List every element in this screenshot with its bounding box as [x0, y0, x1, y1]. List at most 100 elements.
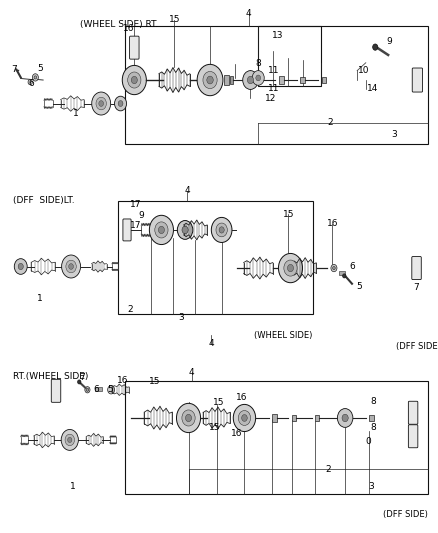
Circle shape [215, 223, 227, 237]
Bar [368, 415, 374, 421]
Text: (DFF  SIDE)LT.: (DFF SIDE)LT. [13, 196, 74, 205]
Text: 6: 6 [28, 79, 34, 88]
Text: (WHEEL SIDE) RT.: (WHEEL SIDE) RT. [80, 20, 158, 29]
Bar [258, 26, 320, 86]
Circle shape [114, 96, 126, 111]
Text: 9: 9 [138, 211, 144, 220]
FancyBboxPatch shape [411, 68, 422, 92]
Text: (WHEEL SIDE): (WHEEL SIDE) [253, 331, 311, 340]
Text: 7: 7 [413, 283, 418, 292]
Text: 11: 11 [267, 84, 279, 93]
Text: 2: 2 [127, 305, 133, 314]
Circle shape [107, 385, 114, 394]
Circle shape [238, 410, 250, 425]
Text: 4: 4 [184, 186, 190, 195]
Text: 2: 2 [327, 118, 332, 127]
Text: 16: 16 [117, 376, 128, 385]
Text: 6: 6 [93, 385, 99, 394]
Circle shape [14, 259, 27, 274]
Text: 1: 1 [37, 294, 42, 303]
Circle shape [330, 264, 336, 272]
Circle shape [67, 437, 72, 442]
Circle shape [149, 215, 173, 245]
Text: 15: 15 [282, 210, 293, 219]
Text: 17: 17 [130, 200, 141, 209]
Circle shape [118, 101, 123, 107]
Circle shape [287, 264, 293, 272]
Bar [321, 77, 325, 83]
Circle shape [337, 409, 352, 427]
Circle shape [18, 263, 23, 270]
Text: 6: 6 [348, 262, 354, 271]
Text: 1: 1 [72, 109, 78, 118]
Text: 4: 4 [188, 368, 194, 376]
Bar [223, 75, 229, 85]
Bar [300, 77, 304, 83]
Text: 4: 4 [208, 340, 213, 348]
Text: 8: 8 [370, 423, 375, 432]
Circle shape [332, 266, 335, 270]
Text: 12: 12 [264, 94, 276, 103]
Circle shape [78, 380, 81, 384]
Bar [338, 271, 344, 276]
Circle shape [96, 97, 106, 110]
Circle shape [158, 227, 164, 233]
Text: 0: 0 [364, 437, 370, 446]
Circle shape [242, 70, 258, 90]
Text: 15: 15 [149, 377, 160, 386]
FancyBboxPatch shape [51, 379, 60, 402]
Circle shape [219, 227, 224, 233]
Circle shape [86, 388, 88, 391]
Bar [230, 76, 233, 84]
Circle shape [176, 403, 200, 433]
Text: 2: 2 [325, 465, 330, 474]
Text: 15: 15 [168, 15, 180, 25]
Text: 4: 4 [245, 9, 251, 18]
Text: 7: 7 [11, 64, 17, 74]
Circle shape [278, 254, 302, 282]
FancyBboxPatch shape [407, 425, 417, 448]
Text: 5: 5 [37, 63, 42, 72]
Bar [124, 26, 427, 144]
Text: 8: 8 [370, 397, 375, 406]
Text: (DFF SIDE): (DFF SIDE) [382, 510, 427, 519]
Text: 3: 3 [177, 313, 183, 322]
Text: 5: 5 [356, 282, 361, 291]
Bar [95, 387, 101, 391]
Circle shape [69, 264, 73, 269]
Circle shape [206, 76, 213, 84]
Circle shape [182, 226, 188, 233]
Text: (DFF SIDE): (DFF SIDE) [395, 342, 438, 351]
Circle shape [251, 70, 264, 85]
Circle shape [233, 405, 255, 432]
Circle shape [99, 101, 103, 107]
Text: 16: 16 [123, 25, 134, 34]
Bar [278, 76, 283, 84]
Circle shape [34, 76, 37, 79]
Bar [314, 415, 318, 421]
FancyBboxPatch shape [123, 219, 131, 241]
Circle shape [122, 66, 146, 95]
Circle shape [177, 221, 192, 239]
FancyBboxPatch shape [411, 256, 420, 280]
Circle shape [197, 64, 223, 96]
Text: 15: 15 [212, 398, 224, 407]
Text: 15: 15 [209, 423, 220, 432]
Text: 3: 3 [367, 482, 373, 491]
Circle shape [92, 92, 110, 115]
Text: 16: 16 [326, 219, 337, 228]
Circle shape [241, 415, 247, 422]
Bar [272, 414, 276, 422]
Circle shape [28, 79, 32, 85]
Circle shape [131, 76, 137, 84]
Circle shape [255, 75, 260, 81]
Text: 10: 10 [357, 66, 368, 75]
Circle shape [247, 76, 253, 84]
Circle shape [202, 71, 217, 88]
Circle shape [341, 414, 347, 422]
Bar [118, 201, 313, 313]
Circle shape [211, 217, 231, 243]
FancyBboxPatch shape [129, 36, 139, 59]
Text: 9: 9 [386, 37, 392, 46]
Circle shape [342, 274, 345, 278]
